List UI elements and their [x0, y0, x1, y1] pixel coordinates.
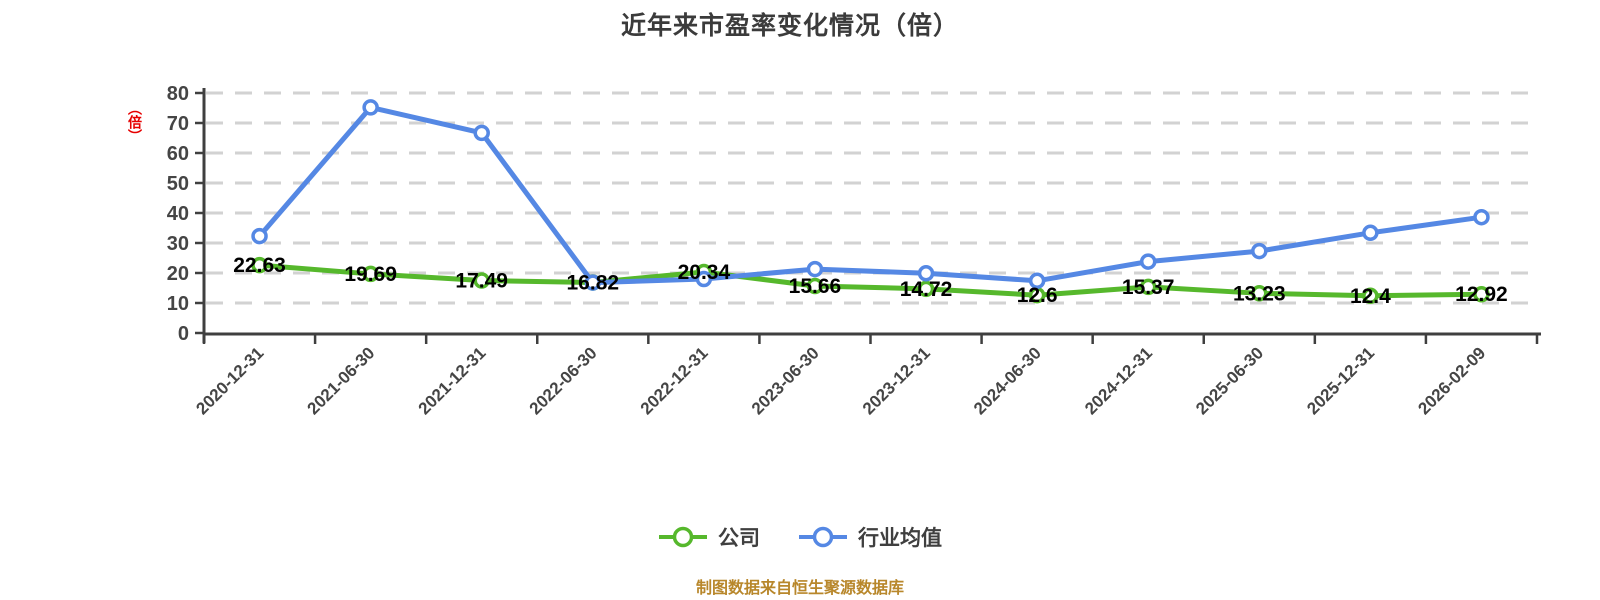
x-tick-label: 2023-12-31: [859, 343, 934, 418]
industry-data-point[interactable]: [1473, 208, 1490, 226]
company-data-point[interactable]: [1251, 285, 1268, 302]
data-label: 20.34: [678, 261, 731, 284]
y-tick-label: 10: [167, 293, 189, 315]
y-axis-unit-label: （倍）: [127, 101, 143, 143]
x-tick-label: 2021-06-30: [304, 343, 379, 418]
x-tick-label: 2024-06-30: [970, 343, 1045, 418]
x-tick-label: 2025-12-31: [1303, 343, 1378, 418]
company-data-point[interactable]: [362, 265, 379, 283]
industry-line: [257, 104, 1484, 286]
x-tick-label: 2020-12-31: [192, 343, 267, 418]
x-tick-label: 2022-06-30: [526, 343, 601, 418]
x-tick-label: 2021-12-31: [415, 343, 490, 418]
industry-data-point[interactable]: [473, 124, 490, 142]
y-tick-label: 80: [167, 83, 189, 105]
y-tick-label: 20: [167, 263, 189, 285]
legend-item-company[interactable]: 公司: [658, 522, 760, 552]
y-tick-label: 50: [167, 173, 189, 195]
data-label: 13.23: [1233, 282, 1286, 305]
x-tick-label: 2023-06-30: [748, 343, 823, 418]
industry-data-point[interactable]: [806, 260, 824, 278]
data-label: 19.69: [344, 263, 397, 286]
x-tick-label: 2024-12-31: [1081, 343, 1156, 418]
industry-line-marker-icon: [799, 526, 847, 548]
industry-data-point[interactable]: [1139, 253, 1157, 270]
industry-data-point[interactable]: [1251, 242, 1268, 260]
industry-data-point[interactable]: [584, 274, 602, 291]
data-label: 12.92: [1455, 283, 1508, 306]
company-line: [257, 262, 1484, 299]
industry-data-point[interactable]: [362, 99, 379, 116]
y-tick-label: 0: [178, 323, 189, 345]
industry-data-point[interactable]: [1362, 224, 1379, 242]
company-data-point[interactable]: [251, 256, 268, 274]
y-tick-label: 30: [167, 233, 189, 255]
legend: 公司 行业均值: [0, 522, 1600, 552]
legend-item-industry[interactable]: 行业均值: [798, 522, 942, 552]
data-label: 15.66: [789, 275, 842, 298]
company-data-point[interactable]: [1362, 287, 1379, 305]
x-tick-label: 2025-06-30: [1192, 343, 1267, 418]
source-note: 制图数据来自恒生聚源数据库: [695, 580, 904, 597]
y-tick-label: 70: [167, 113, 189, 135]
x-tick-label: 2026-02-09: [1414, 343, 1489, 418]
data-label: 12.6: [1017, 284, 1058, 307]
data-label: 15.37: [1122, 276, 1175, 299]
data-label: 12.4: [1350, 285, 1391, 308]
company-line-marker-icon: [659, 526, 707, 548]
legend-label-industry: 行业均值: [858, 527, 942, 550]
y-tick-label: 60: [167, 143, 189, 165]
data-label: 17.49: [455, 270, 508, 293]
legend-label-company: 公司: [718, 527, 760, 550]
data-label: 14.72: [900, 278, 953, 301]
industry-data-point[interactable]: [1028, 272, 1046, 290]
industry-data-point[interactable]: [251, 227, 268, 245]
company-data-point[interactable]: [917, 280, 935, 298]
company-data-point[interactable]: [806, 277, 824, 295]
data-label: 22.63: [233, 254, 286, 277]
company-data-point[interactable]: [1139, 278, 1157, 296]
company-data-point[interactable]: [473, 272, 490, 289]
chart-title: 近年来市盈率变化情况（倍）: [620, 12, 959, 40]
industry-data-point[interactable]: [917, 265, 935, 282]
y-tick-label: 40: [167, 203, 189, 225]
industry-data-point[interactable]: [695, 270, 713, 288]
company-data-point[interactable]: [1473, 285, 1490, 303]
x-tick-label: 2022-12-31: [637, 343, 712, 418]
data-label: 16.82: [567, 272, 620, 295]
